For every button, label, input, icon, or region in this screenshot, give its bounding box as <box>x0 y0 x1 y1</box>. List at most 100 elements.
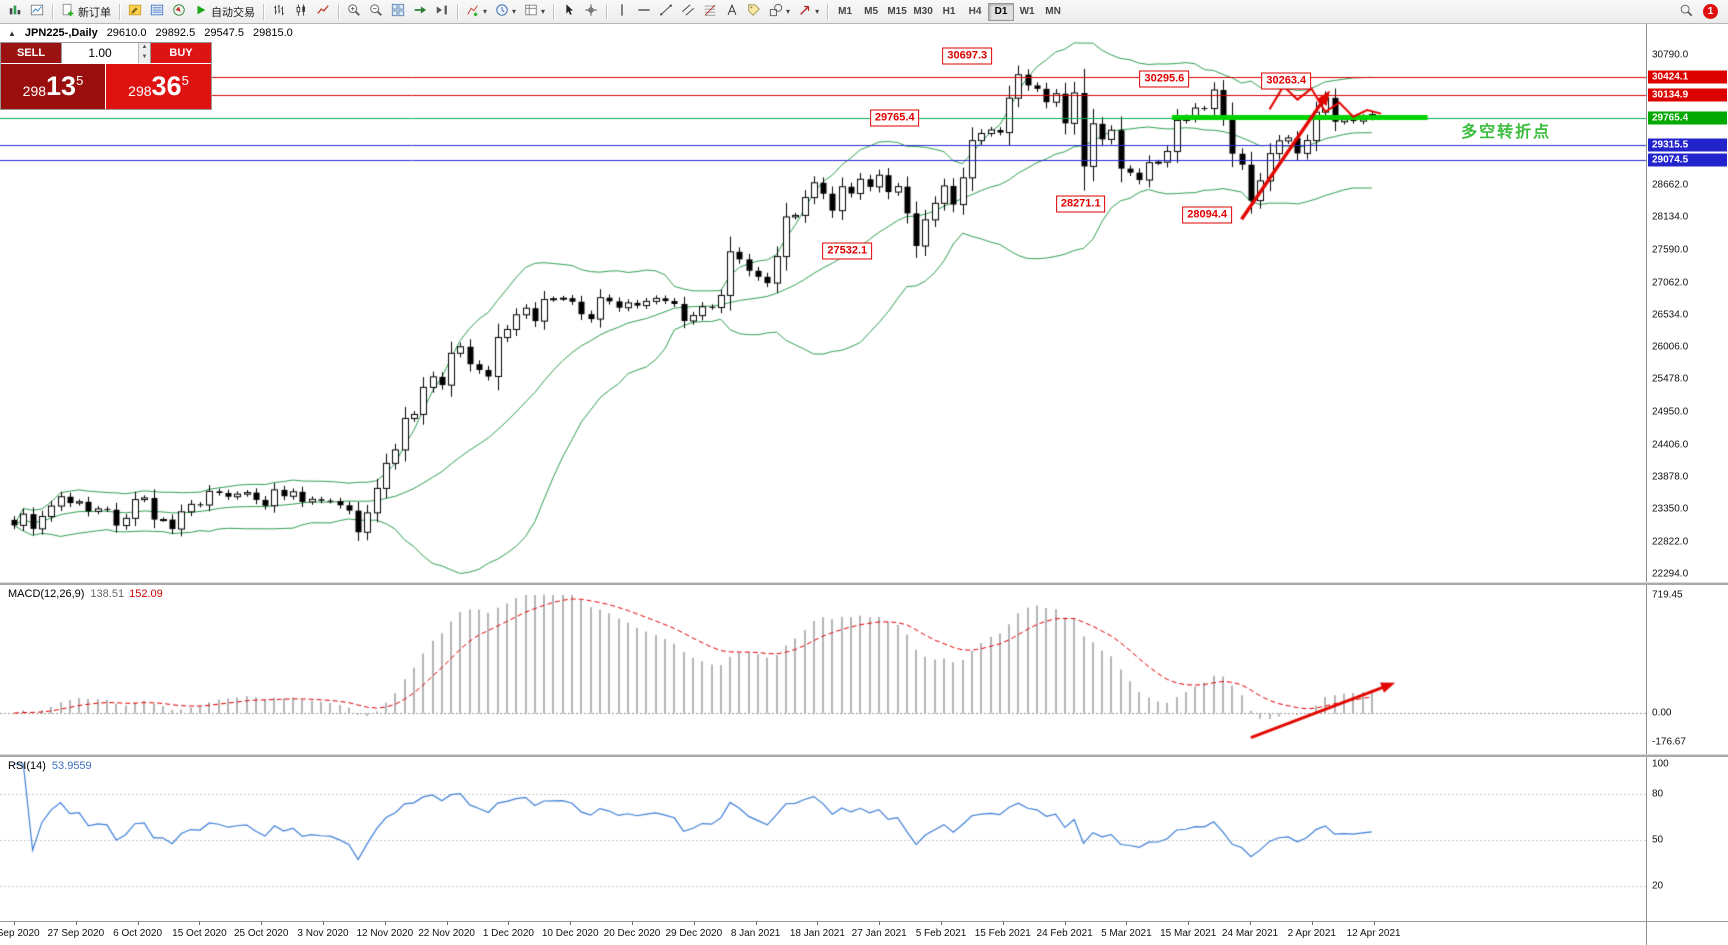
time-axis-tick <box>1002 921 1004 925</box>
arrow-icon <box>798 3 812 20</box>
auto-trading-button[interactable]: 自动交易 <box>190 2 259 22</box>
time-axis-tick <box>446 921 448 925</box>
timeframe-w1-button[interactable]: W1 <box>1014 3 1040 21</box>
volume-input[interactable] <box>62 43 138 63</box>
timeframe-m5-button[interactable]: M5 <box>858 3 884 21</box>
time-axis-label: 24 Feb 2021 <box>1036 928 1093 939</box>
price-callout-label[interactable]: 29765.4 <box>869 109 920 127</box>
search-button[interactable] <box>1675 2 1697 22</box>
horizontal-line-button[interactable] <box>633 2 655 22</box>
label-tool-button[interactable] <box>743 2 765 22</box>
buy-button[interactable]: BUY <box>151 43 211 63</box>
new-order-button[interactable]: 新订单 <box>57 2 115 22</box>
metaeditor-button[interactable] <box>124 2 146 22</box>
timeframe-m30-button[interactable]: M30 <box>910 3 936 21</box>
chevron-down-icon: ▾ <box>512 6 517 16</box>
tile-windows-icon <box>391 3 405 20</box>
volume-down-button[interactable]: ▼ <box>139 53 150 63</box>
crosshair-button[interactable] <box>580 2 602 22</box>
price-callout-label[interactable]: 30295.6 <box>1139 70 1190 88</box>
chart-window: ▲ JPN225-,Daily 29610.0 29892.5 29547.5 … <box>0 24 1728 945</box>
label-icon <box>747 3 761 20</box>
chevron-down-icon: ▾ <box>483 6 488 16</box>
candlestick-chart-button[interactable] <box>290 2 312 22</box>
timeframe-h4-button[interactable]: H4 <box>962 3 988 21</box>
line-chart-icon <box>316 3 330 20</box>
price-level-badge: 30134.9 <box>1648 88 1727 102</box>
rsi-indicator-label: RSI(14) 53.9559 <box>8 760 92 772</box>
one-click-collapse-arrow[interactable]: ▲ <box>8 28 16 38</box>
timeframe-h1-button[interactable]: H1 <box>936 3 962 21</box>
new-order-icon <box>61 3 75 20</box>
panel-divider[interactable] <box>0 754 1728 757</box>
price-callout-label[interactable]: 28094.4 <box>1182 206 1233 224</box>
time-axis-tick <box>261 921 263 925</box>
tile-windows-button[interactable] <box>387 2 409 22</box>
line-chart-button[interactable] <box>312 2 334 22</box>
timeframe-m15-button[interactable]: M15 <box>884 3 910 21</box>
time-axis-tick <box>75 921 77 925</box>
time-axis-label: 20 Dec 2020 <box>603 928 661 939</box>
price-callout-label[interactable]: 27532.1 <box>822 242 873 260</box>
channel-button[interactable] <box>677 2 699 22</box>
chart-shift-button[interactable] <box>431 2 453 22</box>
cursor-button[interactable] <box>558 2 580 22</box>
shapes-button[interactable]: ▾ <box>765 2 794 22</box>
time-axis-tick <box>570 921 572 925</box>
new-chart-button[interactable] <box>4 2 26 22</box>
volume-stepper[interactable]: ▲ ▼ <box>61 43 151 63</box>
fibonacci-icon <box>703 3 717 20</box>
price-tick-label: 24406.0 <box>1652 439 1689 451</box>
sell-price[interactable]: 298 13 5 <box>1 64 106 109</box>
timeframe-mn-button[interactable]: MN <box>1040 3 1066 21</box>
vertical-line-button[interactable] <box>611 2 633 22</box>
price-callout-label[interactable]: 28271.1 <box>1055 195 1106 213</box>
time-axis[interactable]: 7 Sep 2020 27 Sep 2020 6 Oct 2020 15 Oct 20… <box>0 921 1646 945</box>
text-icon <box>725 3 739 20</box>
auto-scroll-button[interactable] <box>409 2 431 22</box>
price-tick-label: 22822.0 <box>1652 536 1689 548</box>
navigator-button[interactable] <box>168 2 190 22</box>
macd-scale-label: 719.45 <box>1652 589 1683 601</box>
periods-button[interactable]: ▾ <box>491 2 520 22</box>
buy-price-prefix: 298 <box>128 83 152 99</box>
bar-chart-button[interactable] <box>268 2 290 22</box>
price-axis[interactable]: 30790.0 28662.0 28134.0 27590.0 27062.0 26534… <box>1646 24 1728 945</box>
price-chart-canvas[interactable] <box>0 24 1646 945</box>
price-callout-label[interactable]: 30263.4 <box>1261 72 1312 90</box>
time-axis-tick <box>508 921 510 925</box>
data-window-button[interactable] <box>146 2 168 22</box>
time-axis-tick <box>632 921 633 925</box>
timeframe-d1-button[interactable]: D1 <box>988 2 1015 21</box>
buy-price[interactable]: 298 36 5 <box>106 64 211 109</box>
text-tool-button[interactable] <box>721 2 743 22</box>
ohlc-high-value: 29892.5 <box>155 27 196 39</box>
chart-annotations: 30697.3 30295.6 30263.4 29765.4 28271.1 28094… <box>0 24 1646 945</box>
price-tick-label: 26534.0 <box>1652 309 1689 321</box>
time-axis-label: 18 Jan 2021 <box>789 928 845 939</box>
indicators-button[interactable]: ▾ <box>462 2 491 22</box>
fibonacci-button[interactable] <box>699 2 721 22</box>
trendline-button[interactable] <box>655 2 677 22</box>
volume-up-button[interactable]: ▲ <box>139 43 150 53</box>
timeframe-m1-button[interactable]: M1 <box>832 3 858 21</box>
rsi-scale-label: 100 <box>1652 758 1669 770</box>
sell-button[interactable]: SELL <box>1 43 61 63</box>
time-axis-label: 15 Feb 2021 <box>974 928 1031 939</box>
arrows-tool-button[interactable]: ▾ <box>794 2 823 22</box>
profiles-button[interactable] <box>26 2 48 22</box>
notification-badge[interactable]: 1 <box>1703 4 1718 19</box>
zoom-in-button[interactable] <box>343 2 365 22</box>
auto-scroll-icon <box>413 3 427 20</box>
time-axis-label: 27 Sep 2020 <box>47 928 105 939</box>
panel-divider[interactable] <box>0 582 1728 585</box>
zoom-out-button[interactable] <box>365 2 387 22</box>
time-axis-label: 15 Mar 2021 <box>1160 928 1217 939</box>
price-callout-label[interactable]: 30697.3 <box>942 47 993 65</box>
chevron-down-icon: ▾ <box>541 6 546 16</box>
chevron-down-icon: ▾ <box>786 6 791 16</box>
templates-button[interactable]: ▾ <box>520 2 549 22</box>
time-axis-tick <box>941 921 942 925</box>
buy-price-sup: 5 <box>181 73 189 88</box>
price-tick-label: 26006.0 <box>1652 341 1689 353</box>
